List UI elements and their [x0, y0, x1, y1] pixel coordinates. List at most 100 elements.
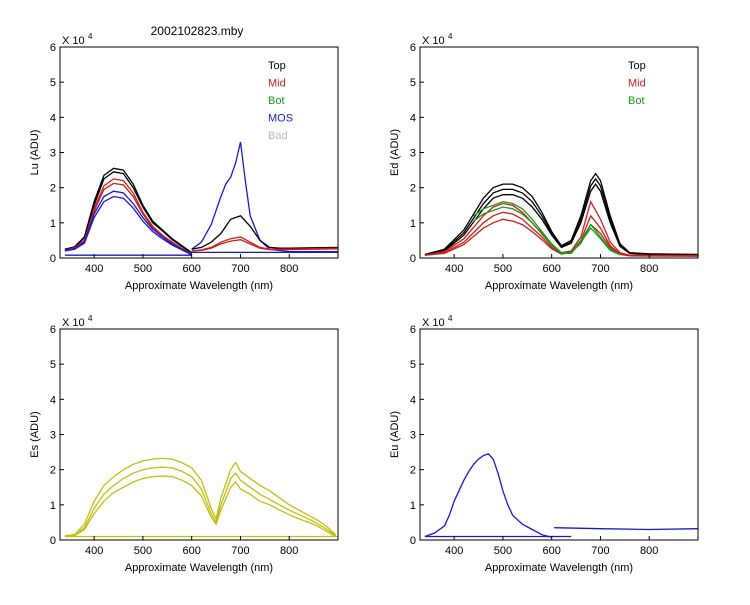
legend-entry-mid: Mid [268, 78, 286, 90]
series-line-bot-6 [473, 201, 621, 256]
y-tick-label: 1 [50, 500, 56, 512]
series-line-top-1 [64, 171, 193, 254]
y-tick-label: 1 [410, 218, 416, 230]
series-line-mos-5 [64, 195, 192, 256]
plot-frame [419, 46, 699, 259]
y-tick-label: 5 [50, 359, 56, 371]
x-tick-label: 400 [445, 545, 463, 557]
x-tick-label: 400 [85, 263, 103, 275]
y-tick-label: 4 [50, 394, 56, 406]
y-tick-label: 0 [410, 253, 416, 265]
y-tick-label: 5 [410, 77, 416, 89]
legend-entry-mos: MOS [268, 113, 293, 125]
y-tick-label: 3 [410, 148, 416, 160]
x-axis-label: Approximate Wavelength (nm) [125, 280, 273, 292]
y-tick-label: 2 [50, 183, 56, 195]
y-tick-label: 6 [50, 42, 56, 54]
y-tick-label: 3 [50, 148, 56, 160]
plot-frame [419, 328, 699, 541]
y-tick-label: 5 [410, 359, 416, 371]
scale-exponent: 4 [448, 314, 453, 323]
y-tick-label: 2 [50, 465, 56, 477]
series-group [424, 172, 698, 257]
series-line-top-0 [424, 172, 698, 256]
scale-exponent: 4 [88, 32, 93, 41]
series-line-eu-0 [424, 453, 552, 538]
x-tick-label: 800 [640, 263, 658, 275]
legend-entry-bot: Bot [268, 95, 285, 107]
x-tick-label: 600 [543, 263, 561, 275]
x-tick-label: 600 [543, 545, 561, 557]
legend-entry-top: Top [628, 60, 646, 72]
x-tick-label: 700 [591, 545, 609, 557]
x-tick-label: 600 [183, 263, 201, 275]
series-line-bot-7 [473, 206, 621, 256]
x-tick-label: 700 [231, 545, 249, 557]
y-tick-label: 4 [410, 394, 416, 406]
y-axis-label: Ed (ADU) [389, 129, 401, 176]
plot-frame [59, 46, 339, 259]
x-tick-label: 800 [640, 545, 658, 557]
scale-label: X 10 [422, 35, 445, 47]
x-tick-label: 500 [134, 263, 152, 275]
x-axis-label: Approximate Wavelength (nm) [485, 562, 633, 574]
y-tick-label: 6 [410, 42, 416, 54]
x-tick-label: 800 [280, 545, 298, 557]
series-line-top-2 [424, 182, 698, 256]
x-tick-label: 400 [445, 263, 463, 275]
scale-label: X 10 [62, 35, 85, 47]
y-tick-label: 0 [50, 253, 56, 265]
y-tick-label: 5 [50, 77, 56, 89]
x-tick-label: 400 [85, 545, 103, 557]
x-axis-label: Approximate Wavelength (nm) [125, 562, 273, 574]
legend-entry-top: Top [268, 60, 286, 72]
series-line-mos-6 [191, 141, 338, 253]
series-group [64, 457, 338, 538]
scale-label: X 10 [62, 317, 85, 329]
series-group [64, 141, 338, 256]
x-tick-label: 700 [591, 263, 609, 275]
y-tick-label: 2 [410, 465, 416, 477]
y-tick-label: 3 [50, 430, 56, 442]
legend-entry-mid: Mid [628, 78, 646, 90]
series-group [424, 453, 698, 538]
y-axis-label: Lu (ADU) [29, 130, 41, 176]
series-line-top-7 [191, 215, 338, 250]
y-tick-label: 3 [410, 430, 416, 442]
y-axis-label: Es (ADU) [29, 411, 41, 457]
y-tick-label: 0 [50, 535, 56, 547]
scale-exponent: 4 [88, 314, 93, 323]
legend-entry-bot: Bot [628, 95, 645, 107]
scale-exponent: 4 [448, 32, 453, 41]
series-line-es-2 [64, 475, 336, 538]
series-line-mid-5 [424, 218, 698, 257]
legend-entry-bad: Bad [268, 130, 288, 142]
series-line-eu-2 [554, 527, 698, 531]
series-line-es-0 [64, 457, 337, 537]
y-tick-label: 4 [410, 112, 416, 124]
y-tick-label: 1 [50, 218, 56, 230]
x-tick-label: 500 [134, 545, 152, 557]
x-tick-label: 500 [494, 263, 512, 275]
y-axis-label: Eu (ADU) [389, 411, 401, 458]
x-tick-label: 700 [231, 263, 249, 275]
x-axis-label: Approximate Wavelength (nm) [485, 280, 633, 292]
scale-label: X 10 [422, 317, 445, 329]
y-tick-label: 6 [50, 324, 56, 336]
y-tick-label: 1 [410, 500, 416, 512]
figure-title: 2002102823.mby [151, 24, 244, 38]
series-line-mid-9 [191, 239, 338, 252]
series-line-top-1 [424, 177, 698, 256]
series-line-mid-4 [424, 211, 698, 257]
x-tick-label: 800 [280, 263, 298, 275]
x-tick-label: 500 [494, 545, 512, 557]
y-tick-label: 4 [50, 112, 56, 124]
series-line-es-1 [64, 466, 336, 538]
x-tick-label: 600 [183, 545, 201, 557]
